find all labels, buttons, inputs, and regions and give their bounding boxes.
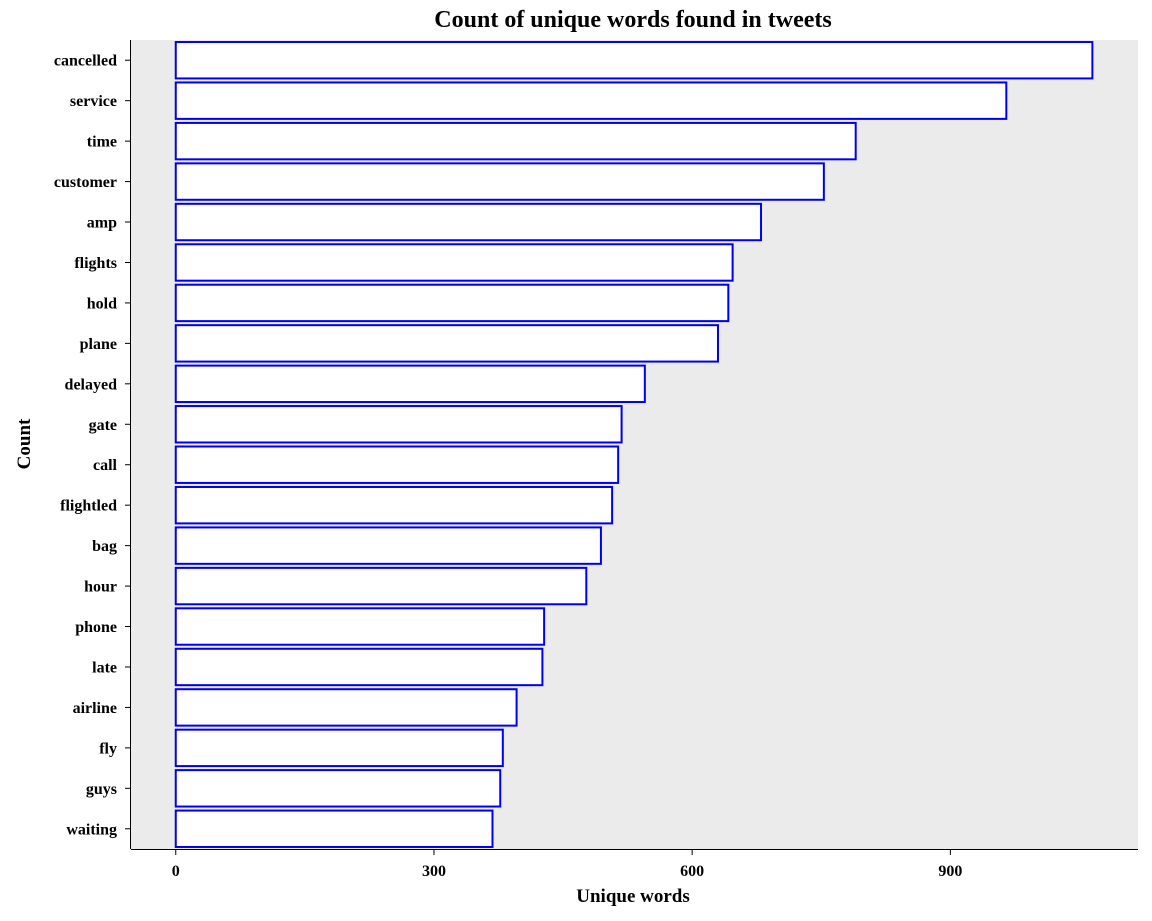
bar-time <box>174 121 857 161</box>
plot-panel <box>131 40 1138 849</box>
y-tick-label: flights <box>74 255 117 272</box>
y-tick-label: fly <box>99 740 117 757</box>
bar-guys <box>174 769 502 808</box>
bar-gate <box>174 405 623 444</box>
y-tick-label: guys <box>86 781 117 798</box>
y-tick-label: late <box>92 659 117 676</box>
bar-fly <box>174 728 504 768</box>
y-tick-label: time <box>87 134 117 151</box>
y-tick-label: amp <box>87 215 117 232</box>
y-tick-label: bag <box>92 538 117 555</box>
bar-phone <box>174 607 546 646</box>
x-tick-label: 0 <box>172 863 180 880</box>
y-tick-label: gate <box>89 417 117 434</box>
y-tick-label: delayed <box>65 376 118 393</box>
x-axis-title: Unique words <box>576 886 690 907</box>
x-tick-label: 600 <box>680 863 704 880</box>
y-tick-label: call <box>93 457 118 474</box>
bar-bag <box>174 526 602 565</box>
y-tick-label: cancelled <box>54 53 117 70</box>
bar-hour <box>174 566 588 606</box>
bar-hold <box>174 283 730 323</box>
y-tick-label: hold <box>87 295 117 312</box>
y-axis-title: Count <box>14 418 35 469</box>
y-tick-label: waiting <box>66 821 117 838</box>
bar-service <box>174 81 1008 120</box>
bar-customer <box>174 162 825 201</box>
bar-plane <box>174 324 719 363</box>
y-tick-label: phone <box>75 619 117 636</box>
y-tick-label: flightled <box>60 498 117 515</box>
x-tick-label: 300 <box>422 863 446 880</box>
y-tick-label: plane <box>80 336 117 353</box>
bars-group <box>174 41 1094 848</box>
y-tick-label: hour <box>84 579 117 596</box>
bar-call <box>174 445 620 484</box>
bar-airline <box>174 688 518 727</box>
x-axis-ticks: 0 300 600 900 <box>172 850 962 880</box>
bar-waiting <box>174 809 494 848</box>
x-tick-label: 900 <box>938 863 962 880</box>
y-axis-ticks: cancelled service time customer amp flights ho… <box>54 53 130 838</box>
y-tick-label: airline <box>73 700 117 717</box>
bar-flightled <box>174 485 614 525</box>
y-tick-label: customer <box>54 174 117 191</box>
bar-flights <box>174 243 734 282</box>
bar-delayed <box>174 364 646 404</box>
bar-late <box>174 647 544 687</box>
y-tick-label: service <box>70 93 117 110</box>
bar-cancelled <box>174 41 1094 80</box>
chart-title: Count of unique words found in tweets <box>434 7 831 33</box>
bar-amp <box>174 202 763 242</box>
